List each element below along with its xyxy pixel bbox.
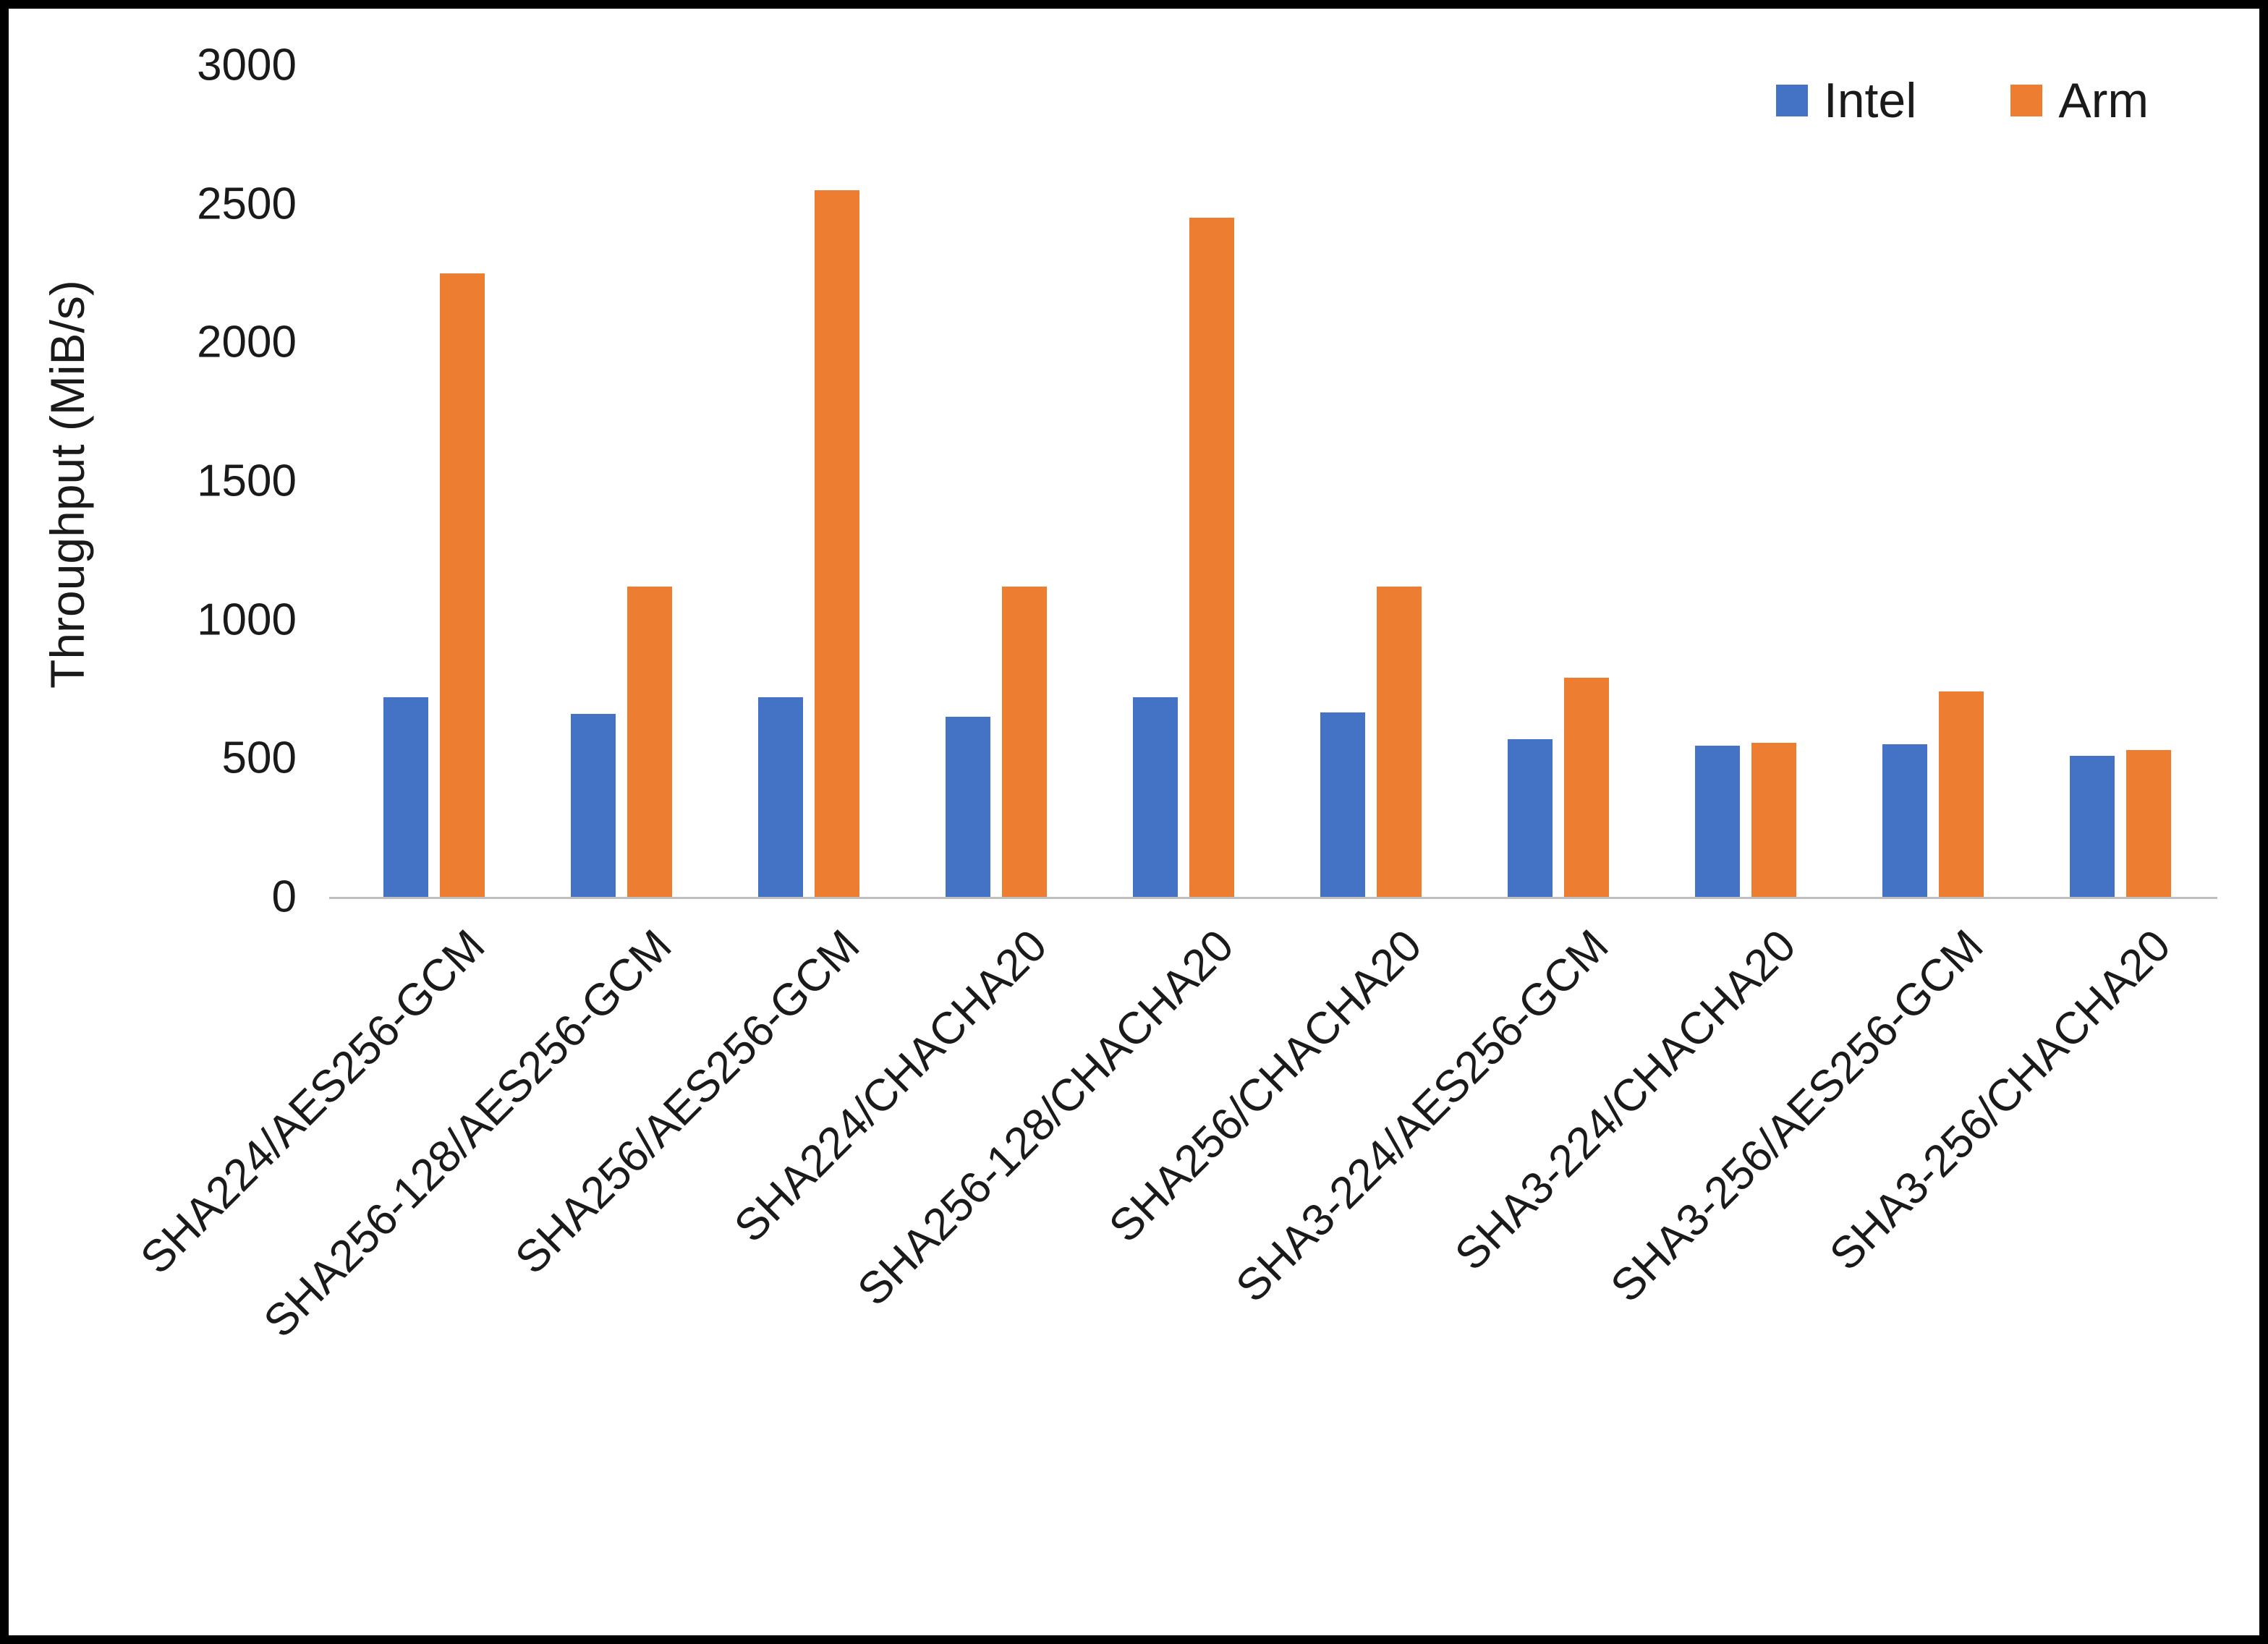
x-axis-category-labels: SHA224/AES256-GCM SHA256-128/AES256-GCM SH…	[131, 920, 2214, 1607]
bar-arm	[2125, 749, 2171, 897]
category-label: SHA3-224/AES256-GCM	[1227, 920, 1618, 1312]
y-tick-label: 500	[221, 733, 297, 783]
bar-arm	[439, 273, 485, 897]
y-tick-label: 2500	[197, 179, 297, 229]
bar-intel	[757, 697, 803, 897]
bar-intel	[1132, 697, 1178, 897]
bar-intel	[945, 716, 990, 897]
bar-arm	[627, 586, 672, 897]
category-label: SHA3-256/AES256-GCM	[1602, 920, 1993, 1312]
bar-intel	[383, 697, 428, 897]
bar-arm	[814, 189, 859, 897]
legend-item-arm: Arm	[2010, 72, 2149, 129]
y-tick-label: 1000	[197, 595, 297, 645]
legend-label: Intel	[1823, 73, 1917, 128]
bar-intel	[1320, 712, 1365, 897]
y-tick-label: 1500	[197, 456, 297, 506]
bar-arm	[1001, 586, 1047, 897]
category-label: SHA256/AES256-GCM	[505, 920, 869, 1284]
bar-arm	[1376, 586, 1422, 897]
legend: Intel Arm	[1775, 72, 2149, 129]
category-label: SHA256/CHACHA20	[1099, 920, 1431, 1252]
plot-area	[340, 65, 2214, 897]
category-label: SHA256-128/CHACHA20	[849, 920, 1244, 1316]
legend-swatch-icon	[2010, 85, 2043, 116]
bar-intel	[570, 714, 616, 897]
bar-intel	[1882, 744, 1927, 897]
category-label: SHA3-256/CHACHA20	[1820, 920, 2180, 1280]
y-tick-label: 2000	[197, 317, 297, 367]
bar-arm	[1938, 691, 1984, 897]
legend-swatch-icon	[1775, 85, 1808, 116]
bar-arm	[1189, 217, 1234, 897]
legend-label: Arm	[2058, 73, 2149, 128]
bar-intel	[1507, 738, 1553, 897]
legend-item-intel: Intel	[1775, 72, 1917, 129]
category-label: SHA224/CHACHA20	[724, 920, 1056, 1252]
y-axis-tick-labels: 0 500 1000 1500 2000 2500 3000	[0, 41, 297, 922]
bar-arm	[1751, 743, 1796, 897]
y-tick-label: 3000	[197, 40, 297, 90]
y-tick-label: 0	[271, 872, 297, 922]
category-label: SHA256-128/AES256-GCM	[255, 920, 681, 1347]
x-axis-line	[329, 897, 2217, 899]
bar-intel	[2069, 755, 2115, 897]
bar-arm	[1563, 678, 1609, 897]
category-label: SHA3-224/CHACHA20	[1445, 920, 1806, 1280]
category-label: SHA224/AES256-GCM	[130, 920, 494, 1284]
bar-intel	[1694, 746, 1740, 897]
